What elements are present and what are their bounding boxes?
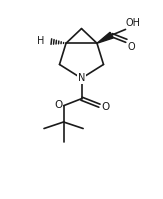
Text: H: H bbox=[37, 36, 45, 46]
Text: O: O bbox=[101, 102, 109, 112]
Text: OH: OH bbox=[126, 19, 141, 28]
Text: O: O bbox=[54, 100, 63, 110]
Polygon shape bbox=[97, 32, 113, 43]
Text: N: N bbox=[78, 73, 85, 83]
Text: O: O bbox=[127, 42, 135, 52]
